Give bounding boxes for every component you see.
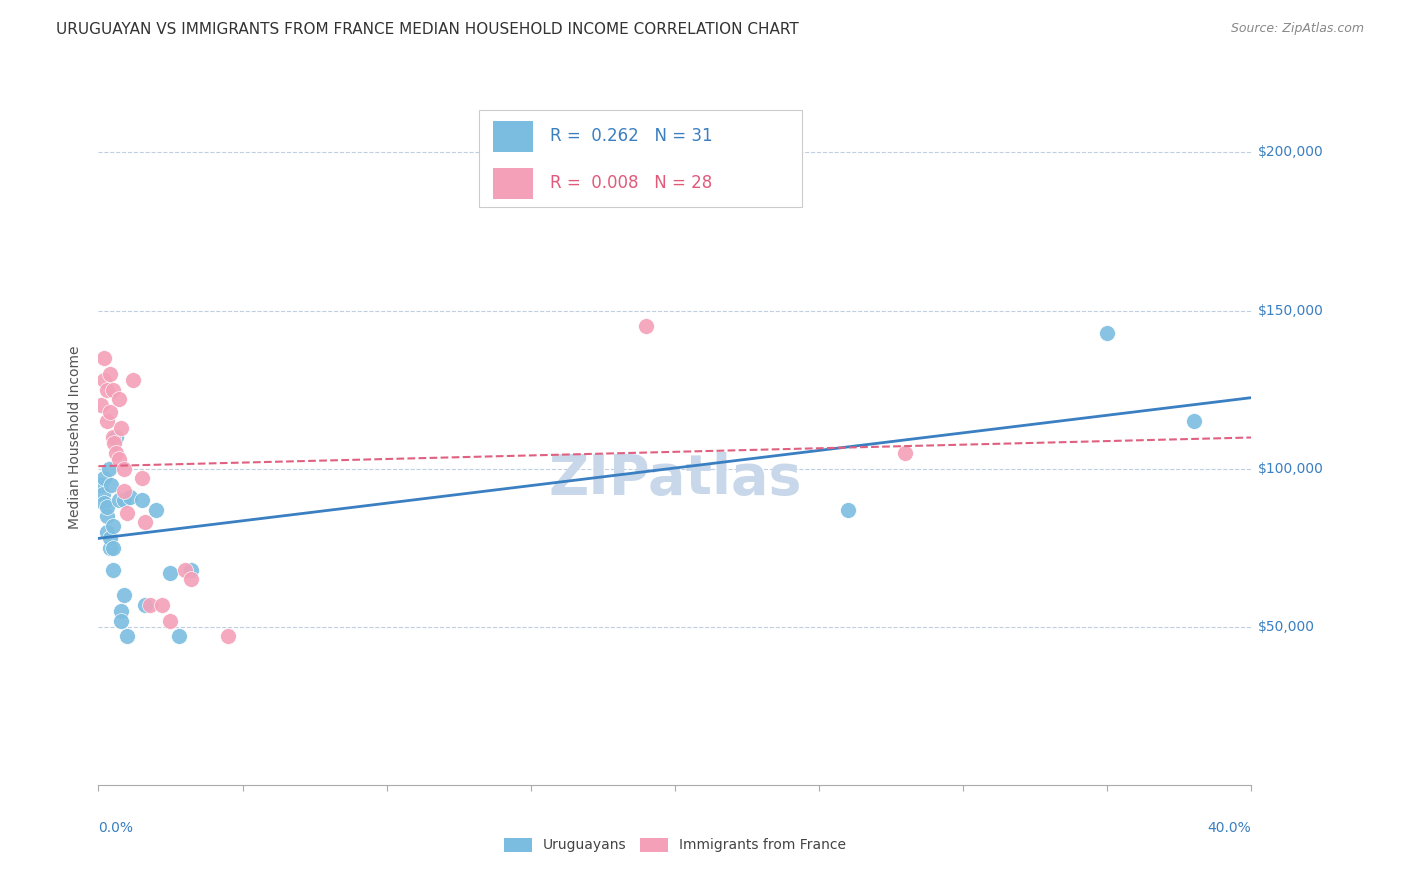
FancyBboxPatch shape — [492, 120, 533, 152]
Text: $200,000: $200,000 — [1258, 145, 1324, 160]
Point — [101, 541, 124, 555]
Point — [145, 503, 167, 517]
Point — [150, 598, 173, 612]
Point — [96, 383, 118, 397]
Point — [90, 399, 112, 413]
Text: 40.0%: 40.0% — [1208, 821, 1251, 835]
Text: Source: ZipAtlas.com: Source: ZipAtlas.com — [1230, 22, 1364, 36]
Point — [90, 477, 112, 491]
Point — [93, 351, 115, 365]
Y-axis label: Median Household Income: Median Household Income — [69, 345, 83, 529]
Point — [134, 598, 156, 612]
FancyBboxPatch shape — [492, 168, 533, 199]
Text: $50,000: $50,000 — [1258, 620, 1316, 634]
Point — [96, 414, 118, 428]
Point — [180, 563, 202, 577]
Point — [112, 588, 135, 602]
Point — [97, 461, 120, 475]
Point — [112, 461, 135, 475]
Point — [101, 563, 124, 577]
Point — [159, 566, 181, 580]
Text: ZIPatlas: ZIPatlas — [548, 452, 801, 506]
Point — [180, 573, 202, 587]
Point — [117, 506, 138, 520]
Point — [117, 629, 138, 643]
Point — [93, 471, 115, 485]
Point — [98, 541, 121, 555]
Point — [104, 430, 127, 444]
Point — [167, 629, 190, 643]
Point — [112, 493, 135, 508]
Point — [104, 446, 127, 460]
Point — [131, 493, 153, 508]
Point — [91, 487, 114, 501]
Legend: Uruguayans, Immigrants from France: Uruguayans, Immigrants from France — [498, 832, 852, 858]
Point — [1097, 326, 1119, 340]
Point — [636, 319, 658, 334]
Point — [159, 614, 181, 628]
Point — [96, 509, 118, 524]
Point — [103, 436, 125, 450]
FancyBboxPatch shape — [479, 110, 801, 208]
Point — [120, 490, 142, 504]
Point — [112, 483, 135, 498]
Point — [101, 383, 124, 397]
Text: R =  0.008   N = 28: R = 0.008 N = 28 — [550, 175, 713, 193]
Point — [96, 524, 118, 539]
Point — [122, 373, 145, 387]
Point — [134, 516, 156, 530]
Text: $150,000: $150,000 — [1258, 303, 1324, 318]
Point — [107, 452, 129, 467]
Point — [139, 598, 162, 612]
Point — [894, 446, 917, 460]
Point — [96, 500, 118, 514]
Point — [110, 614, 132, 628]
Text: URUGUAYAN VS IMMIGRANTS FROM FRANCE MEDIAN HOUSEHOLD INCOME CORRELATION CHART: URUGUAYAN VS IMMIGRANTS FROM FRANCE MEDI… — [56, 22, 799, 37]
Point — [98, 531, 121, 545]
Text: $100,000: $100,000 — [1258, 462, 1324, 475]
Point — [217, 629, 239, 643]
Text: R =  0.262   N = 31: R = 0.262 N = 31 — [550, 128, 713, 145]
Point — [98, 367, 121, 381]
Point — [110, 604, 132, 618]
Point — [174, 563, 197, 577]
Point — [131, 471, 153, 485]
Point — [93, 373, 115, 387]
Point — [101, 518, 124, 533]
Point — [107, 392, 129, 406]
Point — [101, 430, 124, 444]
Point — [837, 503, 859, 517]
Point — [107, 493, 129, 508]
Point — [93, 496, 115, 510]
Point — [1182, 414, 1205, 428]
Point — [100, 477, 122, 491]
Text: 0.0%: 0.0% — [98, 821, 134, 835]
Point — [110, 420, 132, 434]
Point — [98, 405, 121, 419]
